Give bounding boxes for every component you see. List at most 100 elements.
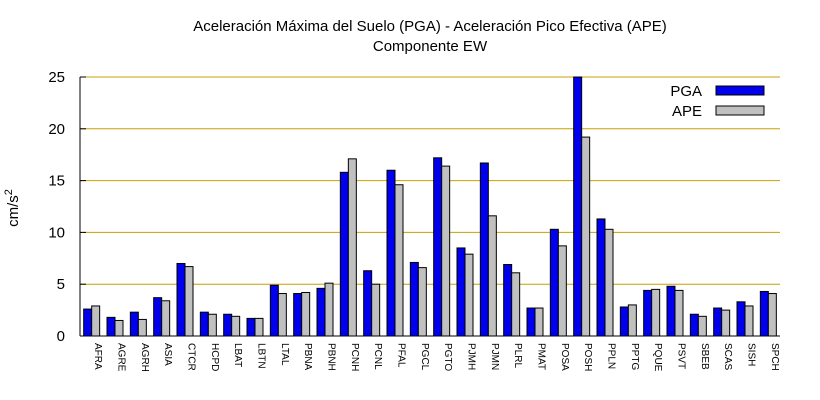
bar-pga xyxy=(456,247,466,337)
x-tick-label: PGCL xyxy=(419,343,430,371)
x-tick-label: PBNA xyxy=(302,343,313,371)
bar-ape xyxy=(767,293,777,337)
x-tick-label: SPCH xyxy=(769,343,780,371)
bar-pga xyxy=(573,76,583,337)
bar-pga xyxy=(643,289,653,337)
bar-ape xyxy=(394,184,404,337)
bar-pga xyxy=(153,297,163,337)
x-tick-label: SISH xyxy=(746,343,757,366)
y-tick-label: 25 xyxy=(48,69,65,86)
axes xyxy=(79,76,780,337)
legend-label: APE xyxy=(672,103,702,120)
bar-ape xyxy=(301,291,311,337)
bar-pga xyxy=(526,307,536,337)
bar-pga xyxy=(619,306,629,337)
bars xyxy=(83,76,777,337)
bar-ape xyxy=(487,215,497,337)
x-tick-label: PMAT xyxy=(536,343,547,370)
x-tick-label: POSH xyxy=(582,343,593,371)
x-tick-label: PGTO xyxy=(442,343,453,371)
bar-pga xyxy=(83,308,93,337)
bar-ape xyxy=(721,309,731,337)
x-tick-label: PBNH xyxy=(326,343,337,371)
bar-pga xyxy=(736,301,746,337)
bar-ape xyxy=(277,293,287,337)
x-tick-label: PCNL xyxy=(372,343,383,370)
y-axis-label: cm/s2 xyxy=(3,189,22,227)
x-tick-label: HCPD xyxy=(209,343,220,371)
bar-ape xyxy=(91,305,101,337)
chart-subtitle: Componente EW xyxy=(373,38,488,55)
bar-pga xyxy=(293,293,303,337)
x-tick-label: SBEB xyxy=(699,343,710,370)
bar-pga xyxy=(386,169,396,337)
gridlines xyxy=(80,76,780,285)
bar-ape xyxy=(254,317,264,337)
x-tick-label: LTAL xyxy=(279,343,290,366)
bar-ape xyxy=(627,304,637,337)
x-tick-label: PSVT xyxy=(676,343,687,369)
x-tick-label: PQUE xyxy=(652,343,663,372)
bar-ape xyxy=(441,165,451,337)
bar-ape xyxy=(534,307,544,337)
bar-ape xyxy=(114,319,124,337)
legend-label: PGA xyxy=(670,83,702,100)
bar-ape xyxy=(347,158,357,337)
bar-ape xyxy=(581,136,591,337)
bar-pga xyxy=(409,261,419,337)
bar-ape xyxy=(371,283,381,337)
chart-title: Aceleración Máxima del Suelo (PGA) - Ace… xyxy=(193,18,667,35)
legend-swatch xyxy=(715,85,765,96)
bar-ape xyxy=(137,318,147,337)
bar-pga xyxy=(503,264,513,337)
bar-pga xyxy=(759,290,769,337)
bar-ape xyxy=(744,305,754,337)
bar-ape xyxy=(184,266,194,337)
y-tick-label: 20 xyxy=(48,121,65,138)
bar-pga xyxy=(363,270,373,337)
y-tick-label: 10 xyxy=(48,224,65,241)
bar-pga xyxy=(433,157,443,337)
y-axis-label-exponent: 2 xyxy=(3,189,15,195)
x-tick-label: PLRL xyxy=(512,343,523,368)
x-tick-labels: AFRA AGRE AGRH ASIA CTCR HCPD LBAT LBTN LTAL PBNA… xyxy=(92,343,780,372)
bar-pga xyxy=(549,228,559,337)
x-tick-label: PPLN xyxy=(606,343,617,369)
bar-ape xyxy=(231,315,241,337)
x-tick-label: AGRE xyxy=(116,343,127,372)
y-tick-label: 5 xyxy=(57,276,65,293)
x-tick-label: LBTN xyxy=(256,343,267,369)
x-tick-label: PFAL xyxy=(396,343,407,368)
x-tick-label: POSA xyxy=(559,343,570,371)
bar-ape xyxy=(651,288,661,337)
x-tick-label: PJMH xyxy=(466,343,477,370)
bar-ape xyxy=(417,267,427,337)
x-tick-label: AGRH xyxy=(139,343,150,372)
bar-pga xyxy=(199,311,209,337)
bar-pga xyxy=(316,287,326,337)
x-tick-label: ASIA xyxy=(162,343,173,366)
bar-pga xyxy=(269,284,279,337)
x-tick-label: PJMN xyxy=(489,343,500,370)
bar-ape xyxy=(697,315,707,337)
x-tick-label: CTCR xyxy=(186,343,197,371)
bar-pga xyxy=(223,313,233,337)
bar-pga xyxy=(129,311,139,337)
x-tick-label: SCAS xyxy=(722,343,733,371)
bar-ape xyxy=(161,300,171,337)
bar-pga xyxy=(106,316,116,337)
bar-pga xyxy=(246,317,256,337)
bar-ape xyxy=(464,253,474,337)
bar-pga xyxy=(596,218,606,337)
bar-pga xyxy=(689,313,699,337)
bar-pga xyxy=(713,307,723,337)
bar-pga xyxy=(176,262,186,337)
legend: PGA APE xyxy=(670,83,765,120)
bar-pga xyxy=(479,162,489,337)
bar-ape xyxy=(674,289,684,337)
y-tick-labels: 0 5 10 15 20 25 xyxy=(48,69,65,345)
x-tick-label: PCNH xyxy=(349,343,360,371)
x-tick-label: AFRA xyxy=(92,343,103,370)
y-tick-label: 0 xyxy=(57,328,65,345)
